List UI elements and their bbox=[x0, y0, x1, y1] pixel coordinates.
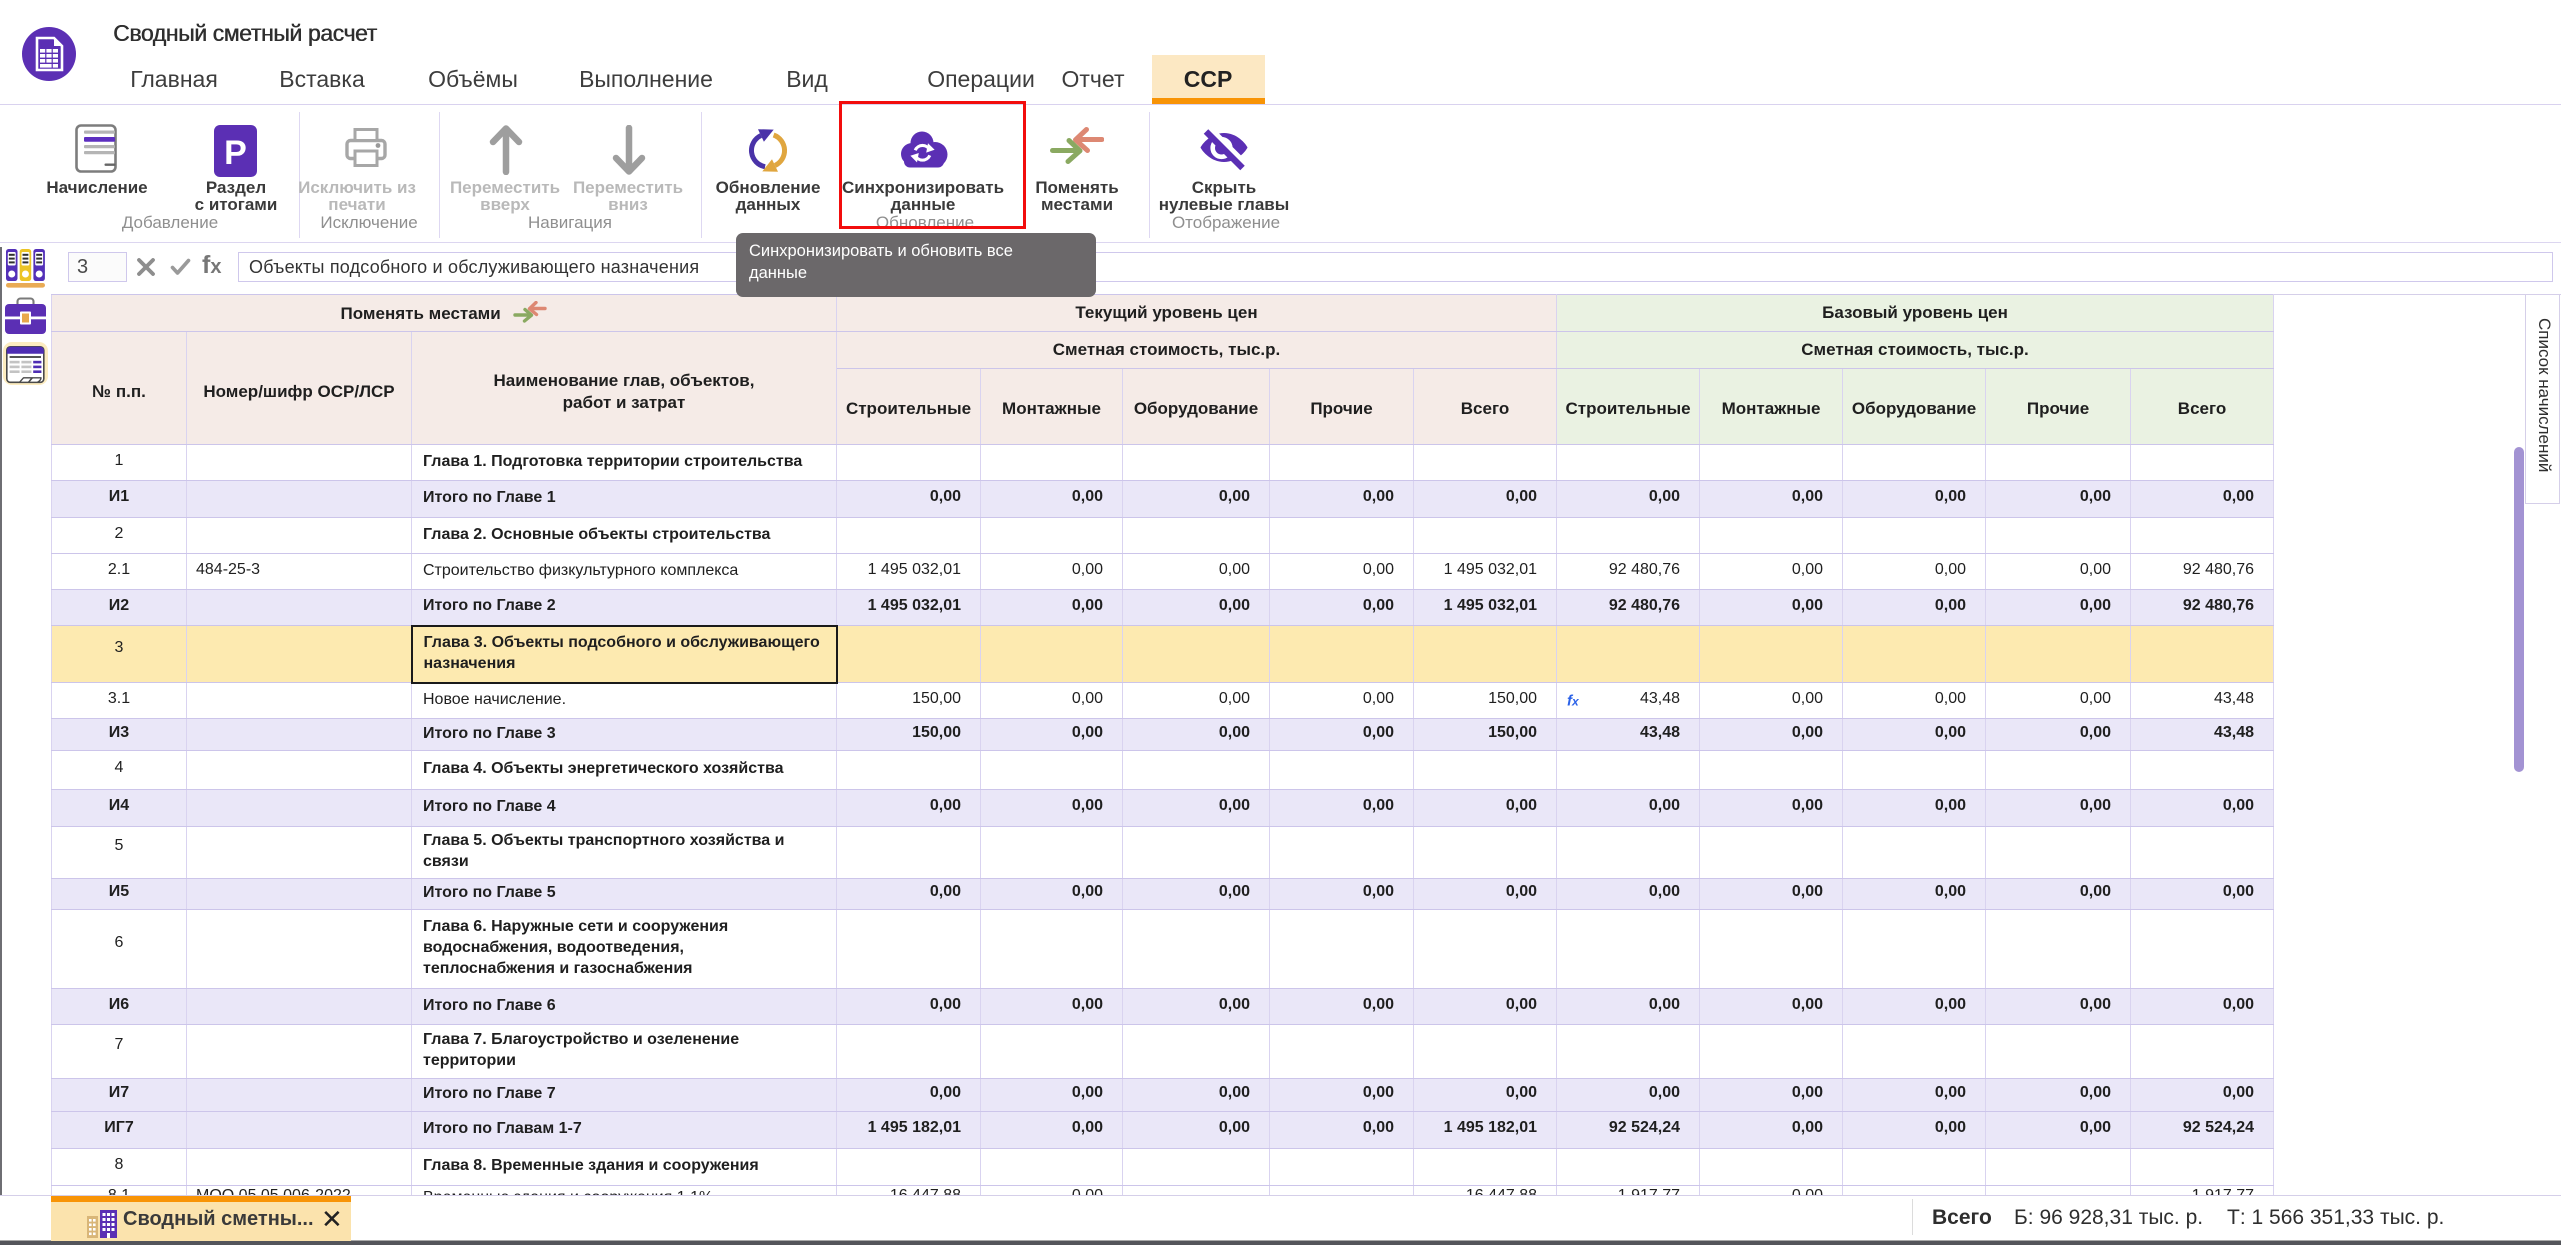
svg-text:P: P bbox=[224, 134, 247, 172]
